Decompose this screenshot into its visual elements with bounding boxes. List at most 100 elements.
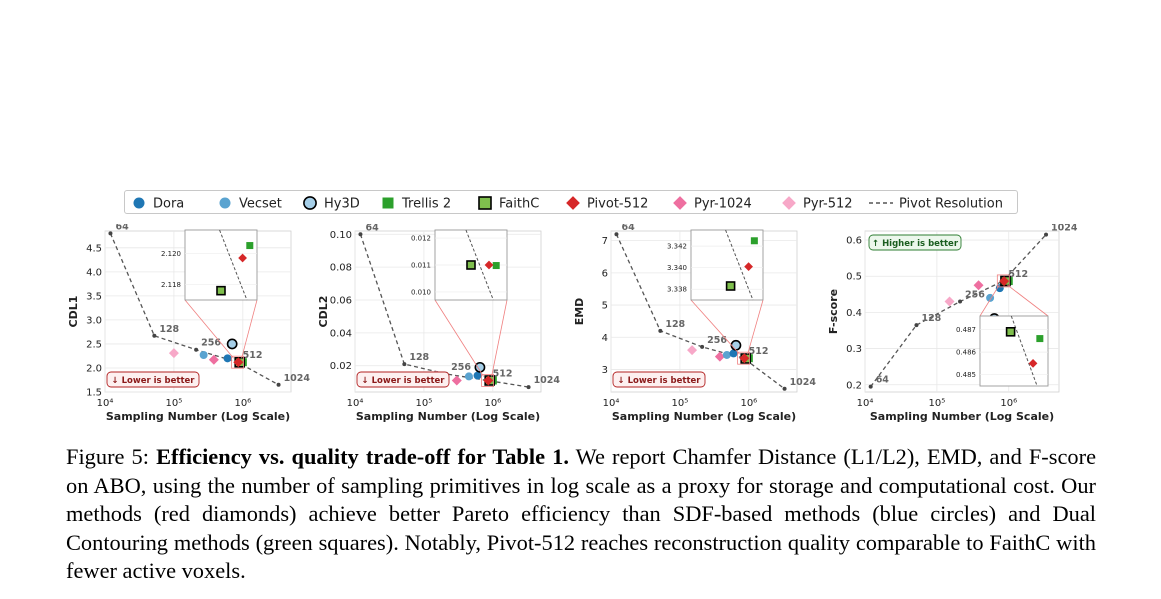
inset-tick-label: 3.340 [667, 264, 687, 272]
inset-connector [434, 299, 484, 377]
pivot-512-marker [999, 276, 1010, 287]
inset-box [979, 315, 1049, 387]
badge-label: ↓ Lower is better [112, 376, 196, 386]
trellis-2-marker [382, 197, 394, 209]
inset-tick-label: 0.485 [956, 371, 976, 379]
zoom-region [481, 374, 495, 387]
zoom-region [231, 355, 245, 369]
pivot-label: 256 [201, 338, 221, 349]
badge-label: ↑ Higher is better [872, 239, 959, 249]
panel-emd: 3 4 5 6 7 10⁴ 10⁵ 10⁶ Sampling Number (Log Scale… [566, 222, 818, 435]
inset-pivot-line [1010, 315, 1038, 387]
y-tick-label: 2.0 [86, 363, 102, 374]
y-tick-label: 0.3 [846, 344, 862, 355]
inset-tick-label: 0.486 [956, 349, 977, 357]
y-tick-label: 3.0 [86, 315, 102, 326]
faithc-marker [466, 260, 476, 270]
inset-connector [690, 299, 740, 355]
inset-connector [747, 299, 764, 355]
pivot-512-marker [566, 196, 580, 210]
inset-tick-label: 0.011 [411, 262, 431, 270]
x-tick-label: 10⁶ [234, 398, 251, 409]
pivot-label: 128 [409, 352, 429, 363]
legend-label: Vecset [239, 197, 282, 212]
pyr-1024-marker [451, 375, 462, 386]
x-axis-label: Sampling Number (Log Scale) [356, 410, 540, 423]
y-tick-label: 7 [602, 236, 608, 247]
y-axis-label: CDL2 [317, 296, 330, 328]
legend-label: Hy3D [324, 197, 360, 212]
badge: ↑ Higher is better [868, 234, 962, 251]
y-tick-label: 5 [602, 301, 608, 312]
pivot-point [1044, 232, 1049, 237]
legend-item: Pyr-1024 [673, 196, 752, 212]
inset-pivot-line [725, 229, 754, 301]
pivot-512-marker [744, 262, 753, 271]
inset-connector [184, 299, 234, 359]
legend-items: Dora Vecset Hy3D Trellis 2 FaithC Pivot-512 Py… [133, 196, 1003, 212]
pivot-point [276, 382, 281, 387]
y-tick-label: 0.2 [846, 380, 862, 391]
x-axis-label: Sampling Number (Log Scale) [612, 410, 796, 423]
pivot-label: 1024 [1051, 224, 1078, 234]
x-tick-label: 10⁴ [97, 398, 114, 409]
legend-item: Pyr-512 [782, 196, 853, 212]
x-tick-label: 10⁵ [416, 398, 433, 409]
legend-label: Pyr-512 [803, 197, 853, 212]
pivot-label: 64 [876, 375, 890, 386]
y-tick-label: 0.04 [330, 328, 352, 339]
dora-marker [133, 197, 145, 209]
dora-marker [473, 371, 482, 380]
legend-item: Vecset [219, 197, 282, 212]
legend-label: FaithC [499, 197, 539, 212]
y-tick-label: 0.06 [330, 296, 352, 307]
figure-caption: Figure 5: Efficiency vs. quality trade-o… [66, 443, 1096, 586]
faithc-marker [478, 196, 492, 210]
pivot-512-marker [233, 357, 244, 368]
hy3d-marker [303, 196, 317, 210]
dora-marker [223, 354, 232, 363]
badge-box [356, 371, 450, 388]
x-tick-label: 10⁴ [857, 398, 874, 409]
inset-tick-label: 0.487 [956, 326, 976, 334]
pivot-point [526, 385, 531, 390]
badge-label: ↓ Lower is better [362, 376, 446, 386]
pivot-point [358, 232, 363, 237]
pivot-label: 128 [159, 324, 179, 335]
legend-item: Pivot-512 [566, 196, 648, 212]
x-tick-label: 10⁶ [740, 398, 757, 409]
pivot-label: 64 [115, 224, 129, 232]
y-tick-label: 0.4 [846, 308, 862, 319]
legend-item: Hy3D [303, 196, 360, 212]
pivot-point [700, 344, 705, 349]
pivot-point [152, 333, 157, 338]
inset-connector [979, 284, 1000, 317]
pivot-512-marker [238, 253, 247, 263]
y-tick-label: 1.5 [86, 388, 102, 399]
panel-cdl2: 0.02 0.04 0.06 0.08 0.10 10⁴ 10⁵ 10⁶ Sampling Nu… [310, 222, 562, 435]
trellis-2-marker [492, 262, 500, 270]
pivot-512-marker [739, 353, 750, 364]
inset-tick-label: 3.342 [667, 243, 687, 251]
x-tick-label: 10⁵ [672, 398, 689, 409]
dora-marker [729, 349, 738, 358]
inset-tick-label: 2.118 [161, 281, 181, 289]
badge: ↓ Lower is better [106, 371, 200, 388]
x-tick-label: 10⁴ [603, 398, 620, 409]
pivot-label: 1024 [790, 377, 817, 388]
inset-tick-label: 0.012 [411, 235, 431, 243]
hy3d-marker [226, 338, 238, 350]
badge: ↓ Lower is better [612, 371, 706, 388]
badge-box [868, 234, 962, 251]
inset-pivot-line [465, 229, 494, 301]
legend-item: Trellis 2 [382, 197, 451, 212]
pivot-label: 512 [493, 369, 513, 380]
panel-fscore: 0.2 0.3 0.4 0.5 0.6 10⁴ 10⁵ 10⁶ Sampling Number … [820, 223, 1080, 435]
pivot-point [614, 232, 619, 237]
pyr-1024-marker [208, 354, 219, 365]
legend-label: Trellis 2 [401, 197, 451, 212]
